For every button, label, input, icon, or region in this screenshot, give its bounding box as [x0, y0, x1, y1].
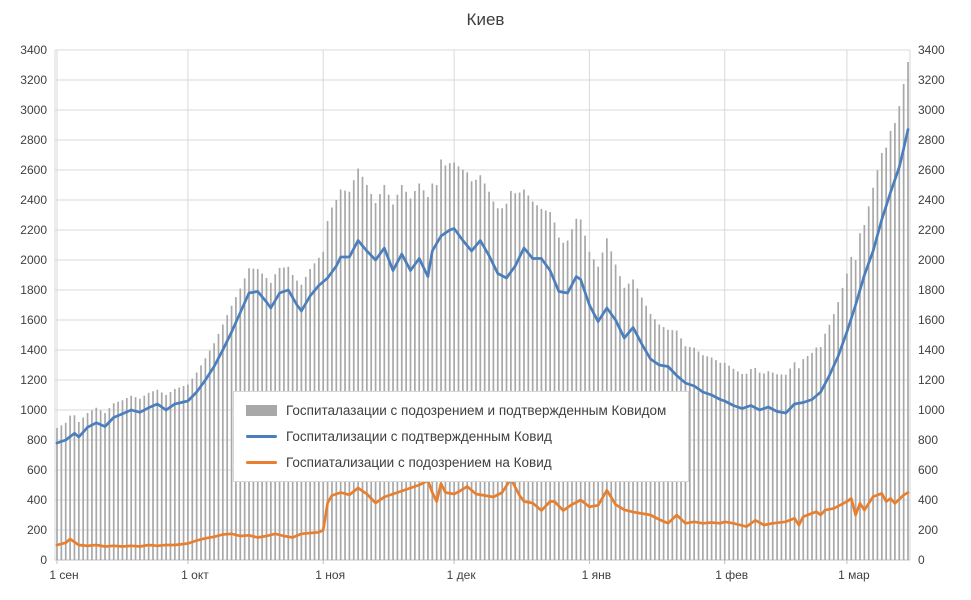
line-swatch-confirmed-icon [246, 435, 277, 438]
y-axis-label-left: 800 [27, 433, 47, 447]
chart-legend: Госпиталазации с подозрением и подтвержд… [233, 391, 689, 482]
y-axis-label-right: 3200 [918, 73, 945, 87]
y-axis-label-right: 0 [918, 553, 925, 567]
legend-label-confirmed: Госпитализации с подтвержденным Ковид [286, 429, 552, 444]
y-axis-label-right: 2400 [918, 193, 945, 207]
legend-item-confirmed: Госпитализации с подтвержденным Ковид [246, 425, 678, 448]
legend-label-total: Госпиталазации с подозрением и подтвержд… [286, 403, 667, 418]
x-axis-label: 1 фев [715, 568, 748, 582]
y-axis-label-left: 1600 [20, 313, 47, 327]
y-axis-label-right: 600 [918, 463, 938, 477]
y-axis-label-left: 3000 [20, 103, 47, 117]
y-axis-label-right: 800 [918, 433, 938, 447]
y-axis-label-right: 2200 [918, 223, 945, 237]
y-axis-label-right: 200 [918, 523, 938, 537]
y-axis-label-left: 3200 [20, 73, 47, 87]
x-axis-label: 1 дек [447, 568, 477, 582]
y-axis-label-left: 2200 [20, 223, 47, 237]
y-axis-label-left: 600 [27, 463, 47, 477]
y-axis-label-left: 1800 [20, 283, 47, 297]
legend-item-suspected: Госпиатализации с подозрением на Ковид [246, 451, 678, 474]
confirmed-line [55, 128, 910, 445]
line-swatch-suspected-icon [246, 461, 277, 464]
y-axis-label-left: 2800 [20, 133, 47, 147]
y-axis-label-right: 3400 [918, 43, 945, 57]
y-axis-label-left: 2400 [20, 193, 47, 207]
y-axis-label-left: 200 [27, 523, 47, 537]
bars-series [56, 62, 909, 560]
x-axis-label: 1 янв [582, 568, 612, 582]
y-axis-label-right: 1000 [918, 403, 945, 417]
y-axis-label-right: 2000 [918, 253, 945, 267]
y-axis-label-left: 400 [27, 493, 47, 507]
line-series [55, 128, 910, 548]
suspected-line [55, 477, 910, 548]
y-axis-label-right: 400 [918, 493, 938, 507]
x-axis-label: 1 сен [49, 568, 78, 582]
x-axis-label: 1 мар [838, 568, 870, 582]
bar-swatch-icon [246, 405, 277, 416]
legend-item-total: Госпиталазации с подозрением и подтвержд… [246, 399, 678, 422]
y-axis-label-right: 1200 [918, 373, 945, 387]
axes: 0 0 200 200 400 400 600 600 800 800 1000 1000 1200 12… [20, 43, 945, 582]
y-axis-label-right: 1400 [918, 343, 945, 357]
y-axis-label-left: 3400 [20, 43, 47, 57]
y-axis-label-left: 1400 [20, 343, 47, 357]
y-axis-label-right: 1600 [918, 313, 945, 327]
legend-label-suspected: Госпиатализации с подозрением на Ковид [286, 455, 552, 470]
y-axis-label-right: 1800 [918, 283, 945, 297]
y-axis-label-left: 2600 [20, 163, 47, 177]
y-axis-label-left: 0 [40, 553, 47, 567]
y-axis-label-right: 2600 [918, 163, 945, 177]
y-axis-label-left: 1000 [20, 403, 47, 417]
y-axis-label-left: 2000 [20, 253, 47, 267]
x-axis-label: 1 окт [181, 568, 209, 582]
y-axis-label-right: 3000 [918, 103, 945, 117]
y-axis-label-right: 2800 [918, 133, 945, 147]
x-axis-label: 1 ноя [315, 568, 345, 582]
chart-title: Киев [466, 10, 505, 29]
y-axis-label-left: 1200 [20, 373, 47, 387]
